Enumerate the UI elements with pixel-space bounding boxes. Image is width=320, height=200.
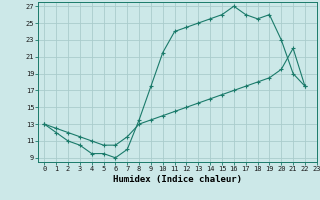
X-axis label: Humidex (Indice chaleur): Humidex (Indice chaleur)	[113, 175, 242, 184]
